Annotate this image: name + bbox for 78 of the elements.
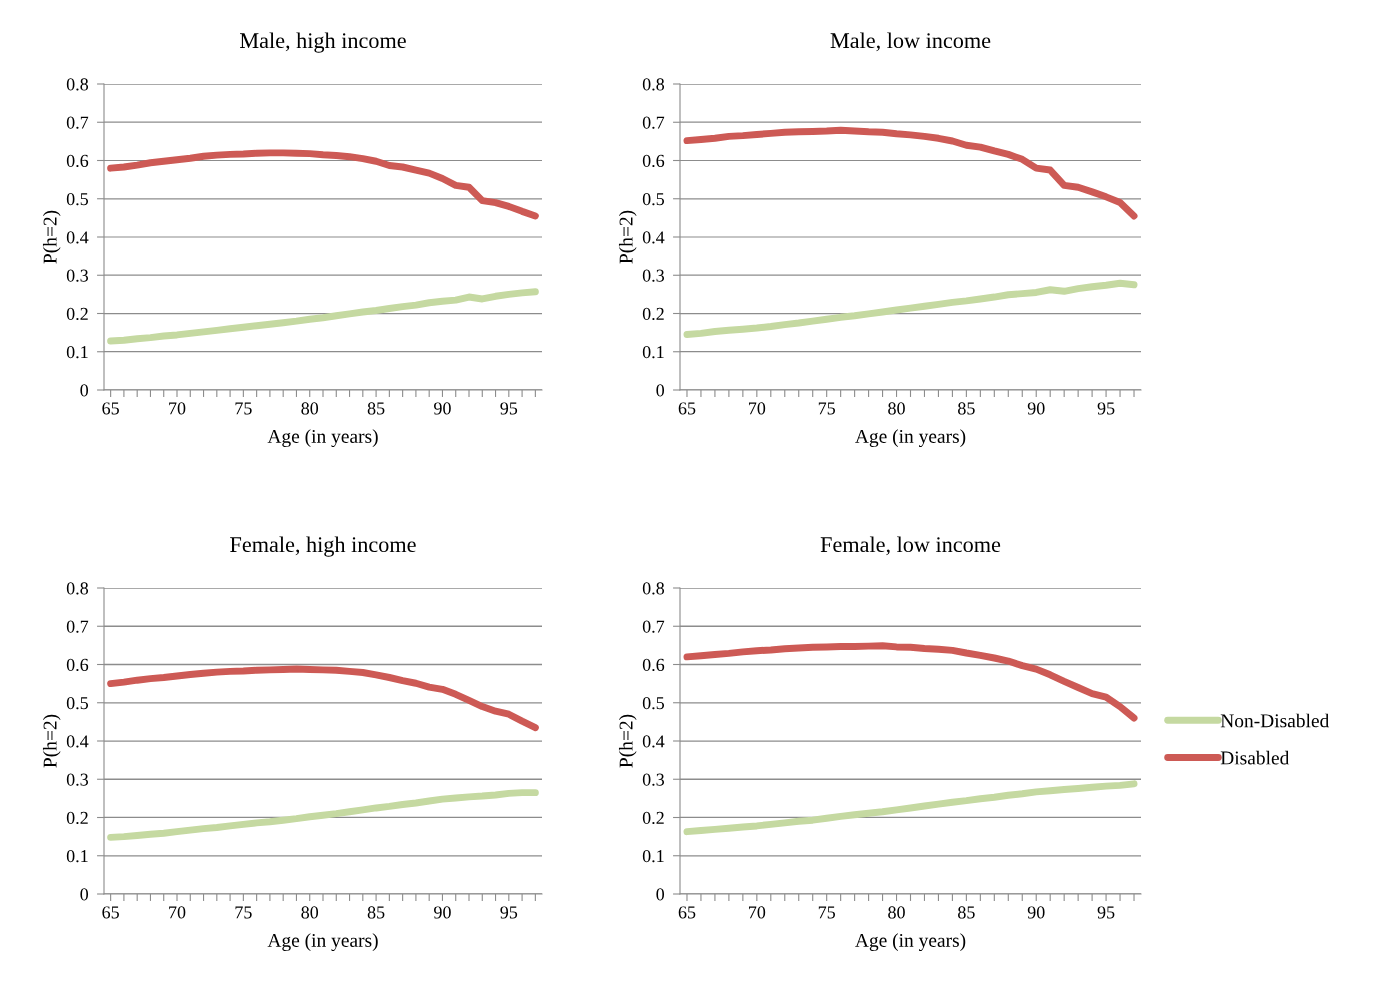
y-tick-label: 0.7 — [642, 620, 665, 633]
y-tick-label: 0.2 — [66, 307, 88, 321]
y-axis-title: P(h=2) — [42, 210, 61, 264]
y-tick-label: 0.4 — [66, 231, 89, 244]
x-axis-title: Age (in years) — [855, 429, 966, 447]
x-tick-label: 80 — [888, 906, 905, 919]
x-tick-label: 95 — [500, 402, 518, 415]
y-tick-label: 0.4 — [642, 735, 665, 748]
x-axis-title: Age (in years) — [267, 933, 378, 951]
y-axis-title: P(h=2) — [42, 714, 61, 768]
chart-title: Male, high income — [240, 32, 406, 53]
y-tick-label: 0.7 — [66, 116, 89, 129]
y-axis-title: P(h=2) — [618, 210, 637, 264]
y-tick-label: 0.5 — [642, 193, 665, 206]
y-tick-label: 0.1 — [642, 346, 664, 359]
y-tick-label: 0.1 — [66, 850, 88, 863]
y-tick-label: 0.3 — [642, 773, 665, 786]
x-tick-label: 95 — [1097, 402, 1115, 415]
y-tick-label: 0.6 — [66, 658, 89, 672]
legend-label: Non-Disabled — [1220, 713, 1330, 728]
x-tick-label: 75 — [818, 906, 835, 919]
y-tick-label: 0.4 — [642, 231, 665, 244]
y-tick-label: 0.6 — [642, 154, 665, 168]
x-tick-label: 85 — [958, 906, 975, 919]
x-tick-label: 65 — [678, 906, 696, 919]
x-tick-label: 85 — [958, 402, 975, 415]
x-tick-label: 80 — [888, 402, 905, 415]
x-tick-label: 65 — [102, 402, 119, 415]
chart-title: Female, high income — [230, 536, 416, 557]
y-tick-label: 0 — [80, 384, 89, 397]
y-tick-label: 0.2 — [66, 811, 88, 825]
x-tick-label: 95 — [1097, 906, 1115, 919]
x-tick-label: 85 — [367, 906, 385, 919]
y-tick-label: 0 — [656, 384, 665, 397]
x-axis-title: Age (in years) — [267, 429, 378, 447]
y-tick-label: 0.8 — [66, 582, 89, 595]
y-tick-label: 0.2 — [642, 307, 664, 321]
x-tick-label: 75 — [818, 402, 835, 415]
y-tick-label: 0.5 — [66, 193, 89, 206]
y-tick-label: 0.8 — [66, 78, 89, 91]
x-tick-label: 90 — [434, 906, 451, 919]
y-tick-label: 0.1 — [66, 346, 88, 359]
y-axis-title: P(h=2) — [618, 714, 637, 768]
y-tick-label: 0.2 — [642, 811, 664, 825]
y-tick-label: 0.8 — [642, 582, 665, 595]
y-tick-label: 0.3 — [66, 269, 89, 282]
y-tick-label: 0.7 — [66, 620, 89, 633]
y-tick-label: 0.6 — [66, 154, 89, 168]
x-tick-label: 70 — [749, 402, 766, 415]
x-tick-label: 80 — [301, 402, 319, 415]
y-tick-label: 0.8 — [642, 78, 665, 91]
y-tick-label: 0.5 — [66, 697, 89, 710]
x-tick-label: 95 — [500, 906, 518, 919]
y-tick-label: 0.3 — [66, 773, 89, 786]
legend-label: Disabled — [1220, 750, 1290, 765]
x-tick-label: 65 — [102, 906, 119, 919]
x-tick-label: 75 — [235, 402, 252, 415]
y-tick-label: 0.1 — [642, 850, 664, 863]
x-tick-label: 90 — [1027, 402, 1045, 415]
chart-title: Female, low income — [820, 536, 1001, 556]
y-tick-label: 0 — [80, 888, 89, 901]
x-tick-label: 90 — [1027, 906, 1045, 919]
x-tick-label: 80 — [301, 906, 319, 919]
chart-title: Male, low income — [830, 32, 991, 52]
x-tick-label: 70 — [169, 402, 186, 415]
x-tick-label: 70 — [169, 906, 186, 919]
y-tick-label: 0.4 — [66, 735, 89, 748]
x-tick-label: 90 — [434, 402, 451, 415]
y-tick-label: 0.3 — [642, 269, 665, 282]
y-tick-label: 0.5 — [642, 697, 665, 710]
x-axis-title: Age (in years) — [855, 933, 966, 951]
x-tick-label: 85 — [367, 402, 385, 415]
y-tick-label: 0.7 — [642, 116, 665, 129]
y-tick-label: 0.6 — [642, 658, 665, 672]
x-tick-label: 65 — [678, 402, 696, 415]
y-tick-label: 0 — [656, 888, 665, 901]
x-tick-label: 75 — [235, 906, 252, 919]
x-tick-label: 70 — [749, 906, 766, 919]
